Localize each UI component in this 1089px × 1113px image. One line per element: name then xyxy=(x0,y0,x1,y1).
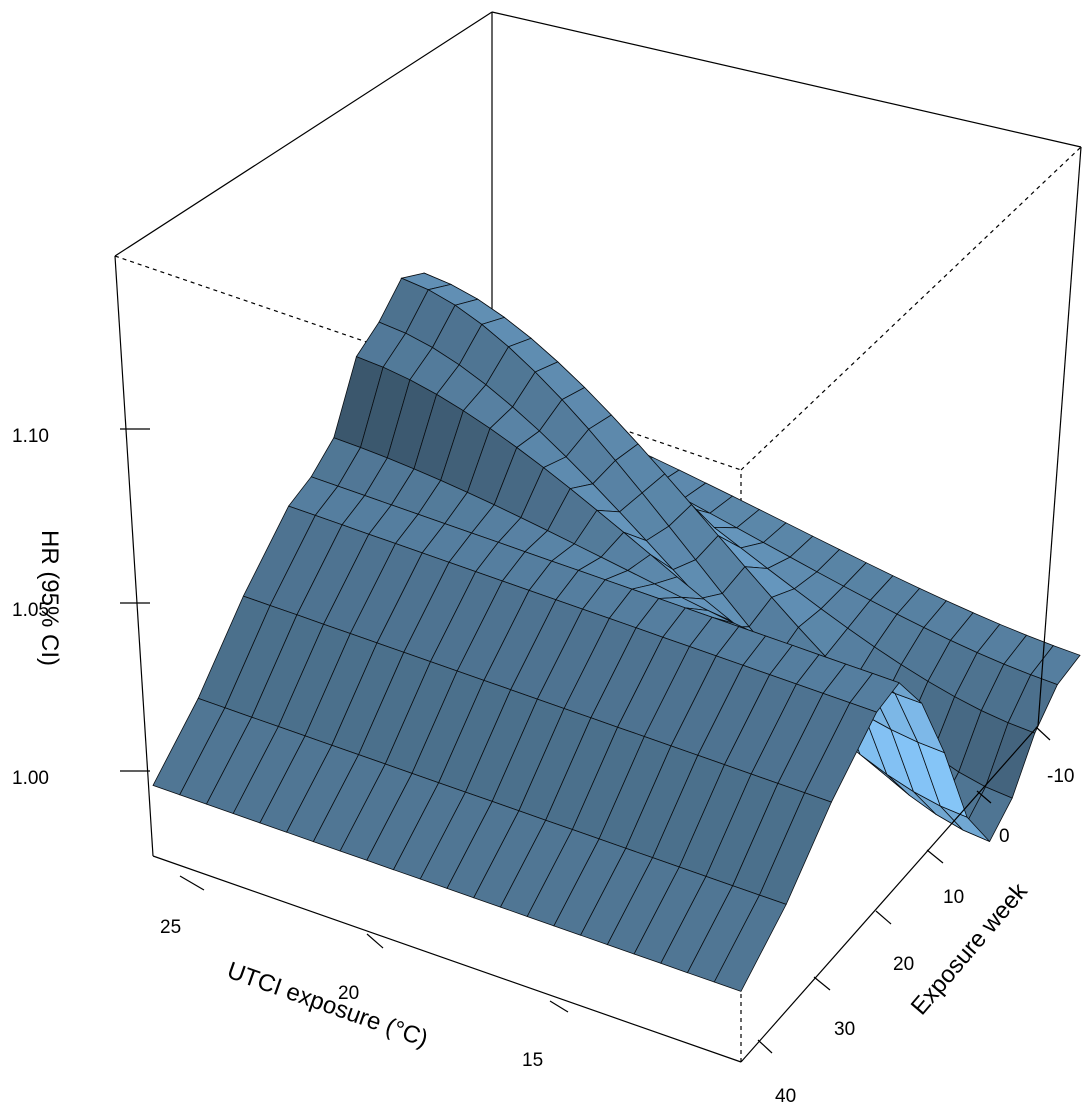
hr-surface xyxy=(152,272,1081,992)
y-axis-title: Exposure week xyxy=(906,877,1034,1020)
y-tick-label: 0 xyxy=(999,826,1010,847)
box-edge xyxy=(491,11,1082,148)
y-tick xyxy=(875,910,892,925)
box-edge xyxy=(740,725,1039,1063)
plot-box-front-edges xyxy=(114,146,1082,1063)
box-edge xyxy=(152,855,742,1063)
z-tick-label: 1.00 xyxy=(12,768,49,789)
z-axis: 1.00 1.05 1.10 HR (95% CI) xyxy=(12,426,150,789)
x-tick-label: 20 xyxy=(338,983,359,1004)
box-edge xyxy=(114,11,493,257)
y-tick-label: -10 xyxy=(1047,766,1074,787)
y-tick xyxy=(813,976,831,991)
box-edge xyxy=(114,255,154,857)
x-tick xyxy=(179,875,205,891)
box-edge xyxy=(1037,146,1082,727)
y-tick-label: 40 xyxy=(775,1086,796,1107)
y-tick-label: 30 xyxy=(834,1019,855,1040)
x-axis-title: UTCI exposure (°C) xyxy=(224,957,432,1053)
x-tick-label: 25 xyxy=(160,917,181,938)
y-tick xyxy=(1035,726,1051,741)
z-tick-label: 1.10 xyxy=(12,426,49,447)
y-tick-label: 10 xyxy=(943,887,964,908)
y-tick-label: 20 xyxy=(893,954,914,975)
z-tick-label: 1.05 xyxy=(12,600,49,621)
z-axis-title: HR (95% CI) xyxy=(36,530,63,666)
y-tick xyxy=(926,849,944,864)
x-tick xyxy=(366,933,384,949)
y-tick xyxy=(976,790,992,804)
box-edge-hidden xyxy=(740,146,1082,471)
x-tick-label: 15 xyxy=(522,1050,543,1071)
surface-facet xyxy=(713,894,787,992)
y-tick xyxy=(757,1039,773,1054)
x-tick xyxy=(549,1000,569,1013)
